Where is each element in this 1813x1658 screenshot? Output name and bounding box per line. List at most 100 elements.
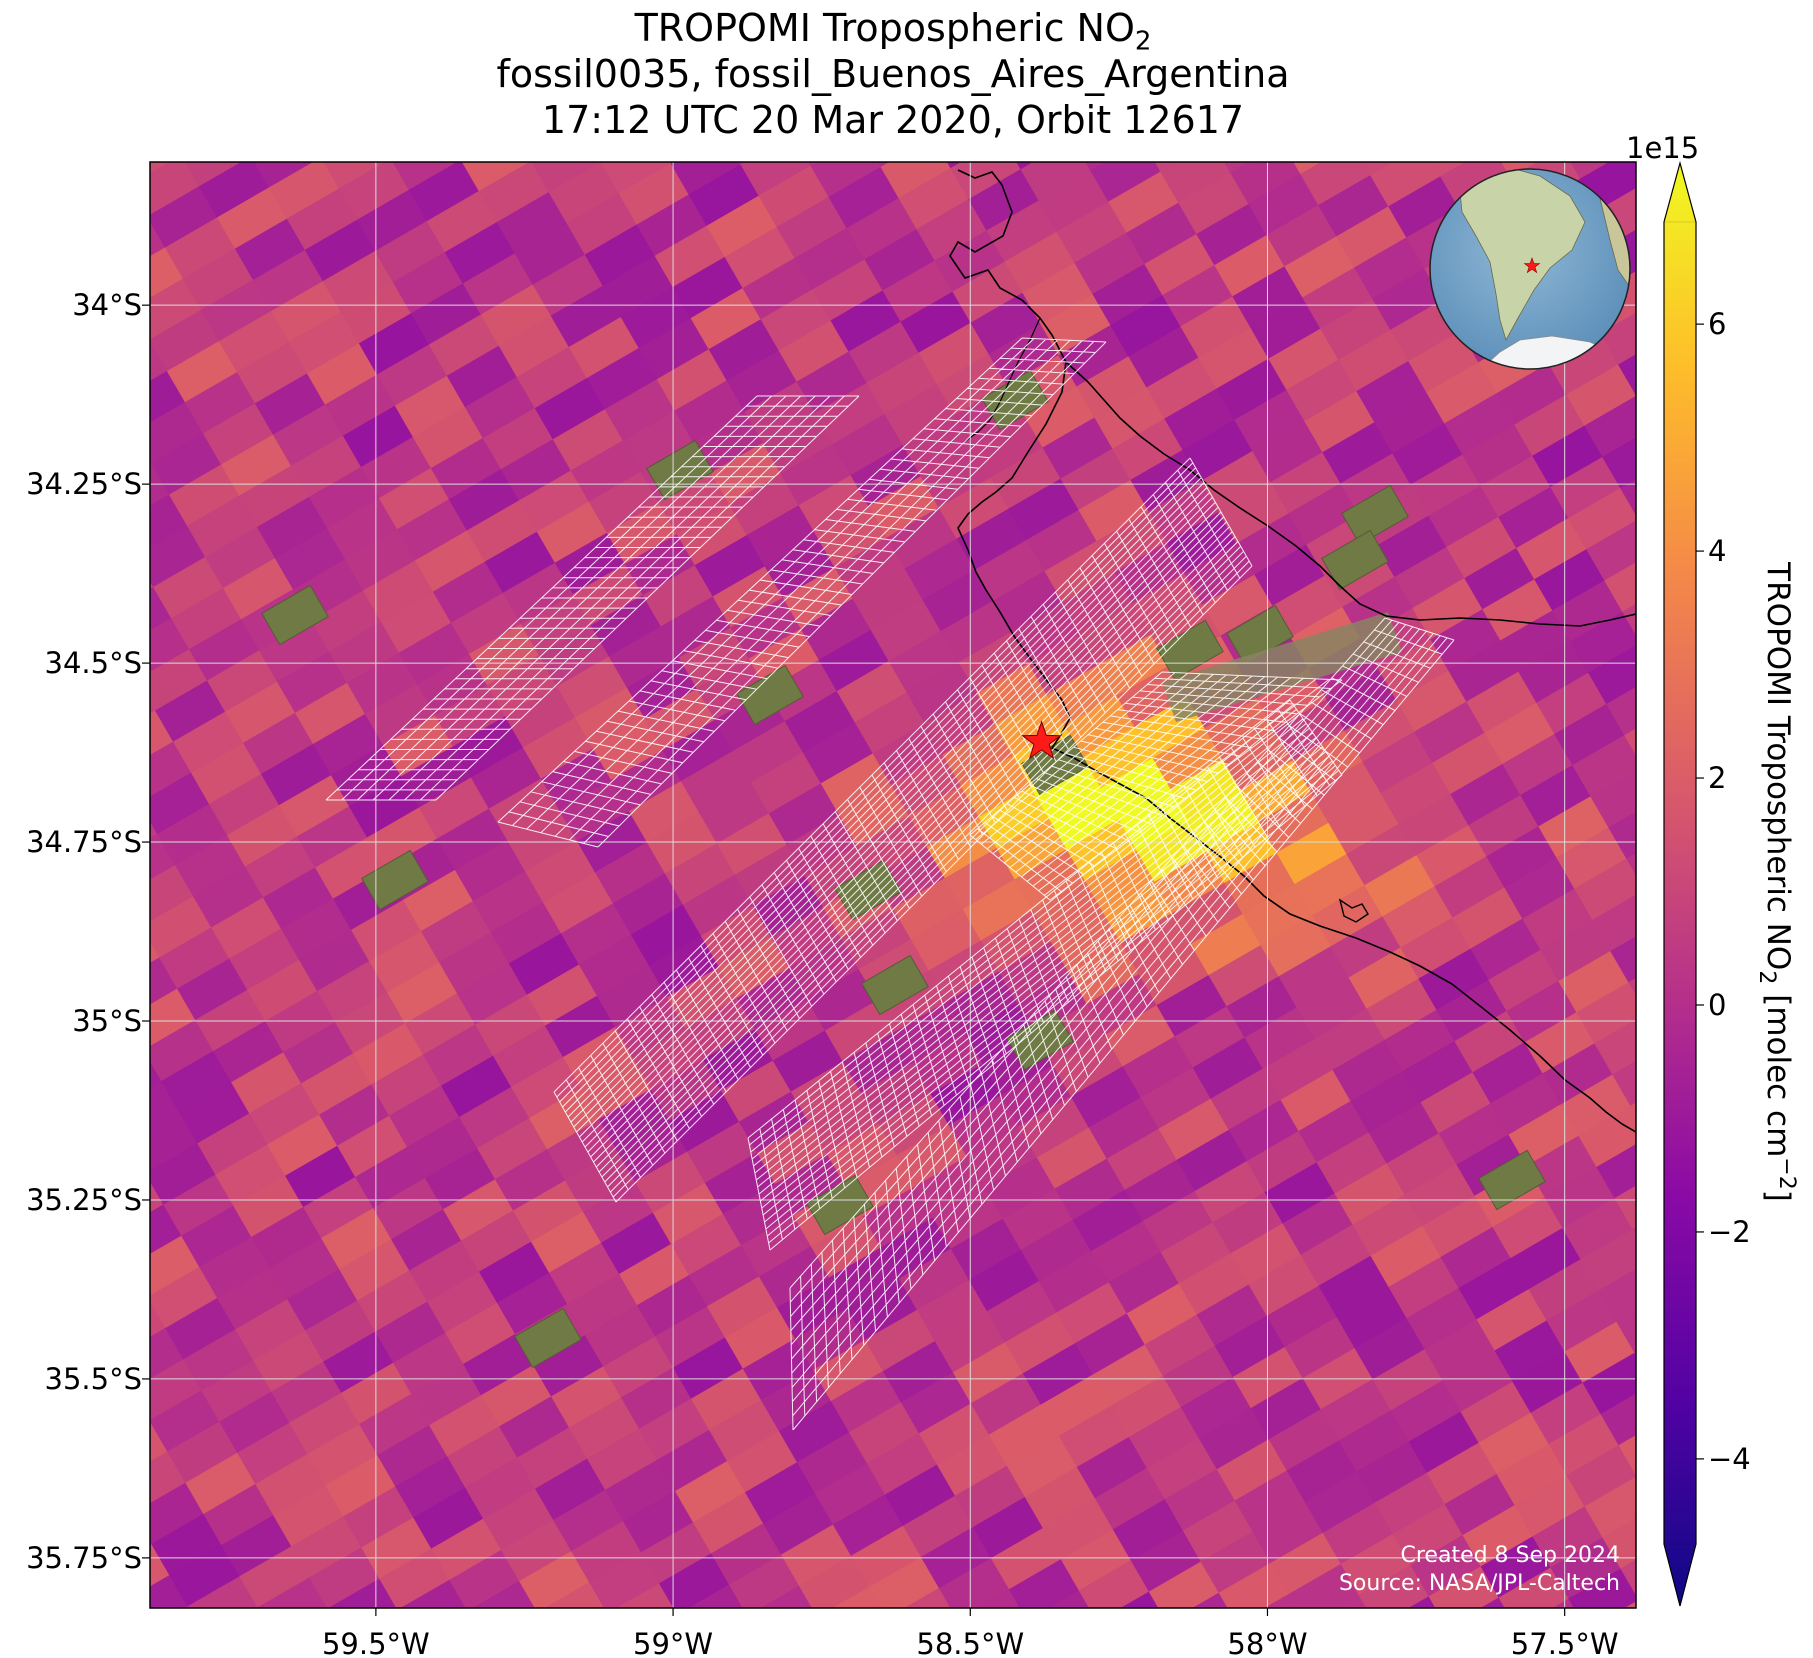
credit-created: Created 8 Sep 2024 [1401, 1543, 1621, 1568]
no2-pixel [77, 185, 147, 246]
no2-pixel [835, 1618, 905, 1658]
no2-pixel [163, 94, 233, 155]
title-text: TROPOMI Tropospheric NO [634, 6, 1135, 50]
no2-pixel [70, 772, 140, 833]
no2-pixel [853, 1649, 923, 1658]
x-tick-label: 58.5°W [916, 1627, 1024, 1658]
no2-pixel [1578, 1105, 1636, 1168]
no2-pixel [1527, 55, 1597, 116]
no2-pixel [1293, 162, 1323, 175]
no2-pixel [1016, 162, 1035, 170]
no2-pixel [1675, 1632, 1745, 1658]
no2-pixel [544, 1581, 605, 1608]
no2-pixel [495, 69, 565, 130]
colorbar-tick-label: −2 [1708, 1215, 1751, 1249]
no2-pixel [1618, 1435, 1636, 1476]
target-mode-footprints [325, 337, 1455, 1431]
coastline-path [949, 169, 1636, 1133]
no2-pixel [688, 1584, 744, 1608]
no2-pixel [1125, 79, 1195, 140]
no2-pixel [1063, 1653, 1133, 1658]
satellite-patch [736, 664, 804, 726]
no2-pixel [1570, 611, 1636, 674]
no2-pixel [1572, 734, 1636, 797]
no2-pixel [504, 1644, 574, 1658]
satellite-patch [261, 584, 329, 646]
colorbar-label-units: [molec cm [1760, 984, 1796, 1157]
no2-pixel [1610, 936, 1636, 983]
no2-pixel [60, 1235, 130, 1296]
colorbar-tick-label: 4 [1708, 534, 1726, 568]
no2-pixel [832, 1586, 882, 1608]
no2-pixel [513, 100, 583, 161]
no2-pixel [1552, 1598, 1575, 1608]
map-frame [149, 161, 1637, 1609]
colorbar-label-text: TROPOMI Tropospheric NO [1760, 561, 1796, 970]
no2-pixel [600, 162, 603, 163]
target-footprint-mesh [747, 699, 1343, 1251]
target-footprint-mesh [325, 395, 860, 801]
no2-pixel [1590, 769, 1636, 829]
no2-pixel [1594, 1019, 1636, 1076]
colorbar-multiplier: 1e15 [1626, 131, 1699, 165]
no2-pixel [66, 1605, 136, 1658]
no2-pixel [443, 99, 513, 160]
no2-pixel [303, 97, 373, 158]
y-tick-label: 34.5°S [45, 646, 142, 680]
colorbar-label-sup: −2 [1774, 1157, 1799, 1189]
no2-pixel [215, 64, 285, 125]
no2-pixel [1055, 78, 1125, 139]
satellite-patch [1226, 604, 1294, 666]
satellite-patch [1341, 484, 1409, 546]
target-footprint-mesh [497, 337, 1107, 848]
no2-pixel [1133, 1654, 1203, 1658]
no2-pixel [46, 1451, 116, 1512]
satellite-imagery-patches [261, 369, 1546, 1369]
no2-pixel [233, 95, 303, 156]
no2-pixel [1602, 437, 1636, 489]
satellite-patch [1162, 612, 1402, 722]
no2-pixel [1395, 1628, 1465, 1658]
colorbar-tick-label: −4 [1708, 1442, 1751, 1476]
no2-pixel [1584, 1476, 1636, 1539]
no2-pixel [1264, 1593, 1298, 1608]
y-tick-label: 34.25°S [26, 467, 142, 501]
globe-south-america [1457, 169, 1586, 342]
no2-pixel [63, 401, 133, 462]
no2-pixel [40, 1080, 110, 1141]
no2-pixel [1192, 1592, 1229, 1608]
y-tick-label: 35.75°S [26, 1541, 142, 1575]
no2-pixel [184, 1606, 189, 1608]
no2-pixel [150, 580, 154, 590]
no2-pixel [1624, 728, 1636, 756]
colorbar-ticks: 6 4 2 0 −2 −4 [1696, 307, 1751, 1476]
map-subtitle-time: 17:12 UTC 20 Mar 2020, Orbit 12617 [541, 98, 1245, 142]
colorbar-label-end: ] [1760, 1190, 1796, 1202]
no2-pixel [1606, 686, 1636, 736]
y-tick-label: 34°S [72, 288, 142, 322]
no2-pixel [1618, 354, 1636, 396]
no2-pixel [154, 1638, 224, 1658]
colorbar-label: TROPOMI Tropospheric NO2 [molec cm−2] [1754, 561, 1799, 1202]
no2-pixel [1598, 1268, 1636, 1323]
no2-pixel [52, 741, 122, 802]
no2-pixel [72, 895, 142, 956]
no2-pixel [1336, 1594, 1367, 1608]
no2-pixel [1596, 57, 1666, 118]
no2-pixel [1195, 81, 1265, 142]
no2-pixel [1580, 1228, 1636, 1292]
no2-pixel [285, 65, 355, 126]
coastline-island-path [1338, 898, 1369, 923]
globe-location-star [1523, 257, 1541, 274]
no2-pixel [1626, 853, 1636, 876]
no2-pixel [1620, 478, 1636, 516]
no2-pixel [1596, 1144, 1636, 1199]
no2-pixel [985, 77, 1055, 138]
no2-pixel [1325, 1627, 1395, 1658]
no2-pixel [1115, 1623, 1185, 1658]
no2-pixel [486, 1612, 556, 1658]
no2-pixel [705, 72, 775, 133]
no2-pixel [1586, 520, 1636, 582]
no2-pixel [877, 162, 891, 168]
no2-pixel [738, 162, 747, 166]
